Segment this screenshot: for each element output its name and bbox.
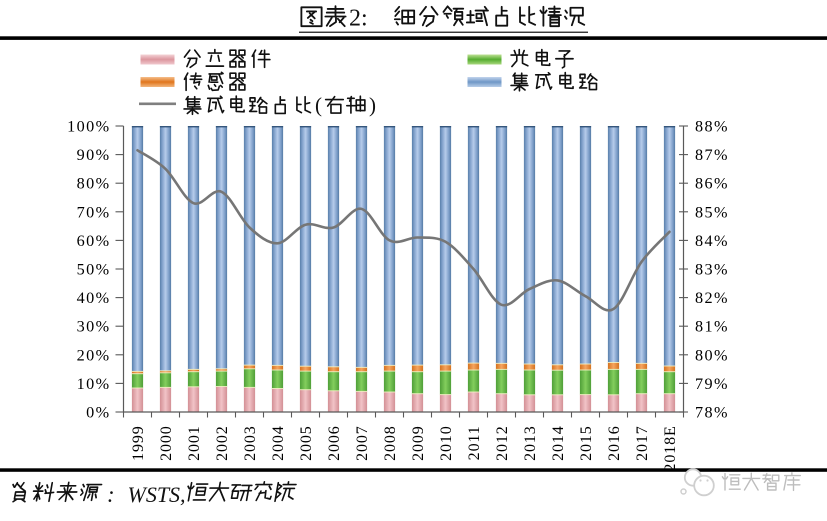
svg-text:2:: 2: — [349, 6, 368, 32]
svg-text:86%: 86% — [695, 175, 729, 193]
svg-text:2010: 2010 — [438, 425, 455, 461]
svg-text:70%: 70% — [77, 203, 111, 221]
svg-text:2008: 2008 — [382, 425, 399, 461]
svg-text:2013: 2013 — [522, 425, 539, 461]
svg-text:2000: 2000 — [158, 425, 175, 461]
svg-text:20%: 20% — [77, 346, 111, 364]
svg-text:78%: 78% — [695, 404, 729, 422]
svg-text:40%: 40% — [77, 289, 111, 307]
svg-text:2002: 2002 — [214, 425, 231, 461]
svg-text:85%: 85% — [695, 203, 729, 221]
svg-text:2015: 2015 — [578, 425, 595, 461]
svg-text:79%: 79% — [695, 375, 729, 393]
svg-text:2005: 2005 — [298, 425, 315, 461]
svg-text:83%: 83% — [695, 261, 729, 279]
svg-text:2018E: 2018E — [662, 425, 679, 471]
svg-text:60%: 60% — [77, 232, 111, 250]
svg-text:2004: 2004 — [270, 425, 287, 461]
svg-text:2009: 2009 — [410, 425, 427, 461]
svg-text:10%: 10% — [77, 375, 111, 393]
svg-text:): ) — [369, 93, 376, 117]
svg-text:2016: 2016 — [606, 425, 623, 461]
svg-text:(: ( — [315, 93, 322, 117]
svg-text:2011: 2011 — [466, 425, 483, 460]
svg-text::: : — [107, 482, 115, 507]
svg-text:WSTS,: WSTS, — [128, 482, 186, 507]
svg-text:2001: 2001 — [186, 425, 203, 461]
svg-text:30%: 30% — [77, 318, 111, 336]
svg-text:81%: 81% — [695, 318, 729, 336]
svg-text:2014: 2014 — [550, 425, 567, 461]
svg-text:100%: 100% — [67, 118, 110, 136]
svg-text:2012: 2012 — [494, 425, 511, 461]
svg-text:87%: 87% — [695, 146, 729, 164]
svg-text:2003: 2003 — [242, 425, 259, 461]
svg-text:1999: 1999 — [130, 425, 147, 461]
svg-text:84%: 84% — [695, 232, 729, 250]
svg-text:88%: 88% — [695, 118, 729, 136]
svg-text:2006: 2006 — [326, 425, 343, 461]
svg-text:2007: 2007 — [354, 425, 371, 461]
svg-text:80%: 80% — [695, 346, 729, 364]
svg-text:80%: 80% — [77, 175, 111, 193]
svg-text:90%: 90% — [77, 146, 111, 164]
svg-text:2017: 2017 — [634, 425, 651, 461]
svg-text:0%: 0% — [86, 404, 110, 422]
svg-text:82%: 82% — [695, 289, 729, 307]
svg-text:50%: 50% — [77, 261, 111, 279]
